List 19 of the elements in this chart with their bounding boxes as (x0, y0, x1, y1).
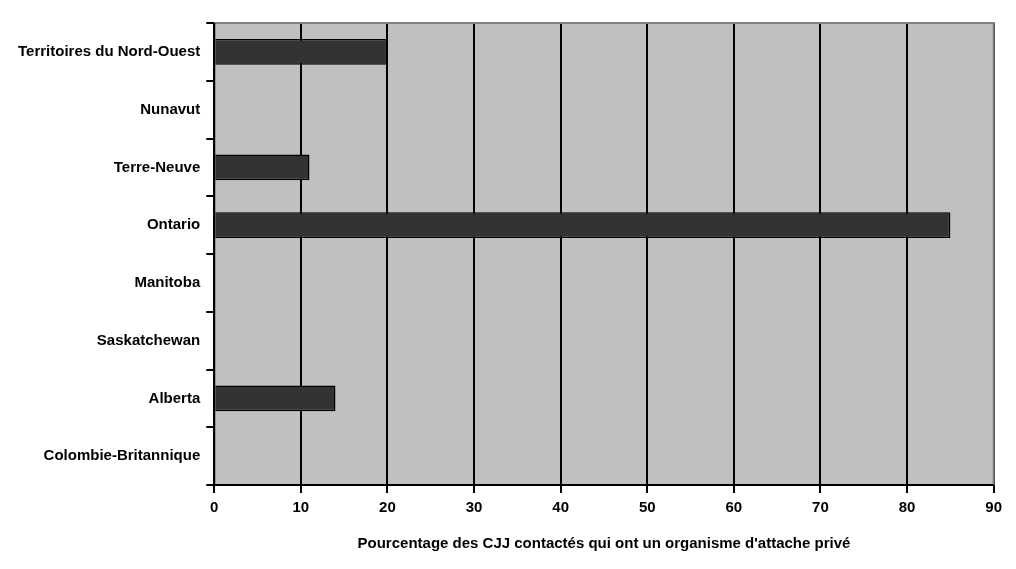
x-tick-label: 0 (210, 498, 219, 516)
y-tick-label: Alberta (148, 388, 201, 406)
x-tick-label: 80 (898, 498, 916, 516)
y-tick-label: Ontario (146, 215, 201, 233)
x-axis-title: Pourcentage des CJJ contactés qui ont un organisme d'attache privé (357, 534, 851, 552)
y-tick-label: Saskatchewan (96, 330, 201, 348)
x-tick-label: 60 (725, 498, 743, 516)
x-tick-label: 40 (552, 498, 569, 516)
x-tick-label: 20 (379, 498, 396, 516)
y-tick-label: Territoires du Nord-Ouest (17, 42, 201, 60)
x-tick-label: 90 (985, 498, 1002, 516)
y-tick-label: Manitoba (134, 273, 201, 291)
y-tick-label: Colombie-Britannique (43, 446, 201, 464)
x-tick-label: 50 (638, 498, 656, 516)
y-tick-label: Terre-Neuve (113, 157, 201, 175)
x-tick-label: 30 (465, 498, 483, 516)
x-tick-label: 10 (292, 498, 310, 516)
x-tick-label: 70 (812, 498, 829, 516)
y-tick-label: Nunavut (140, 99, 201, 117)
